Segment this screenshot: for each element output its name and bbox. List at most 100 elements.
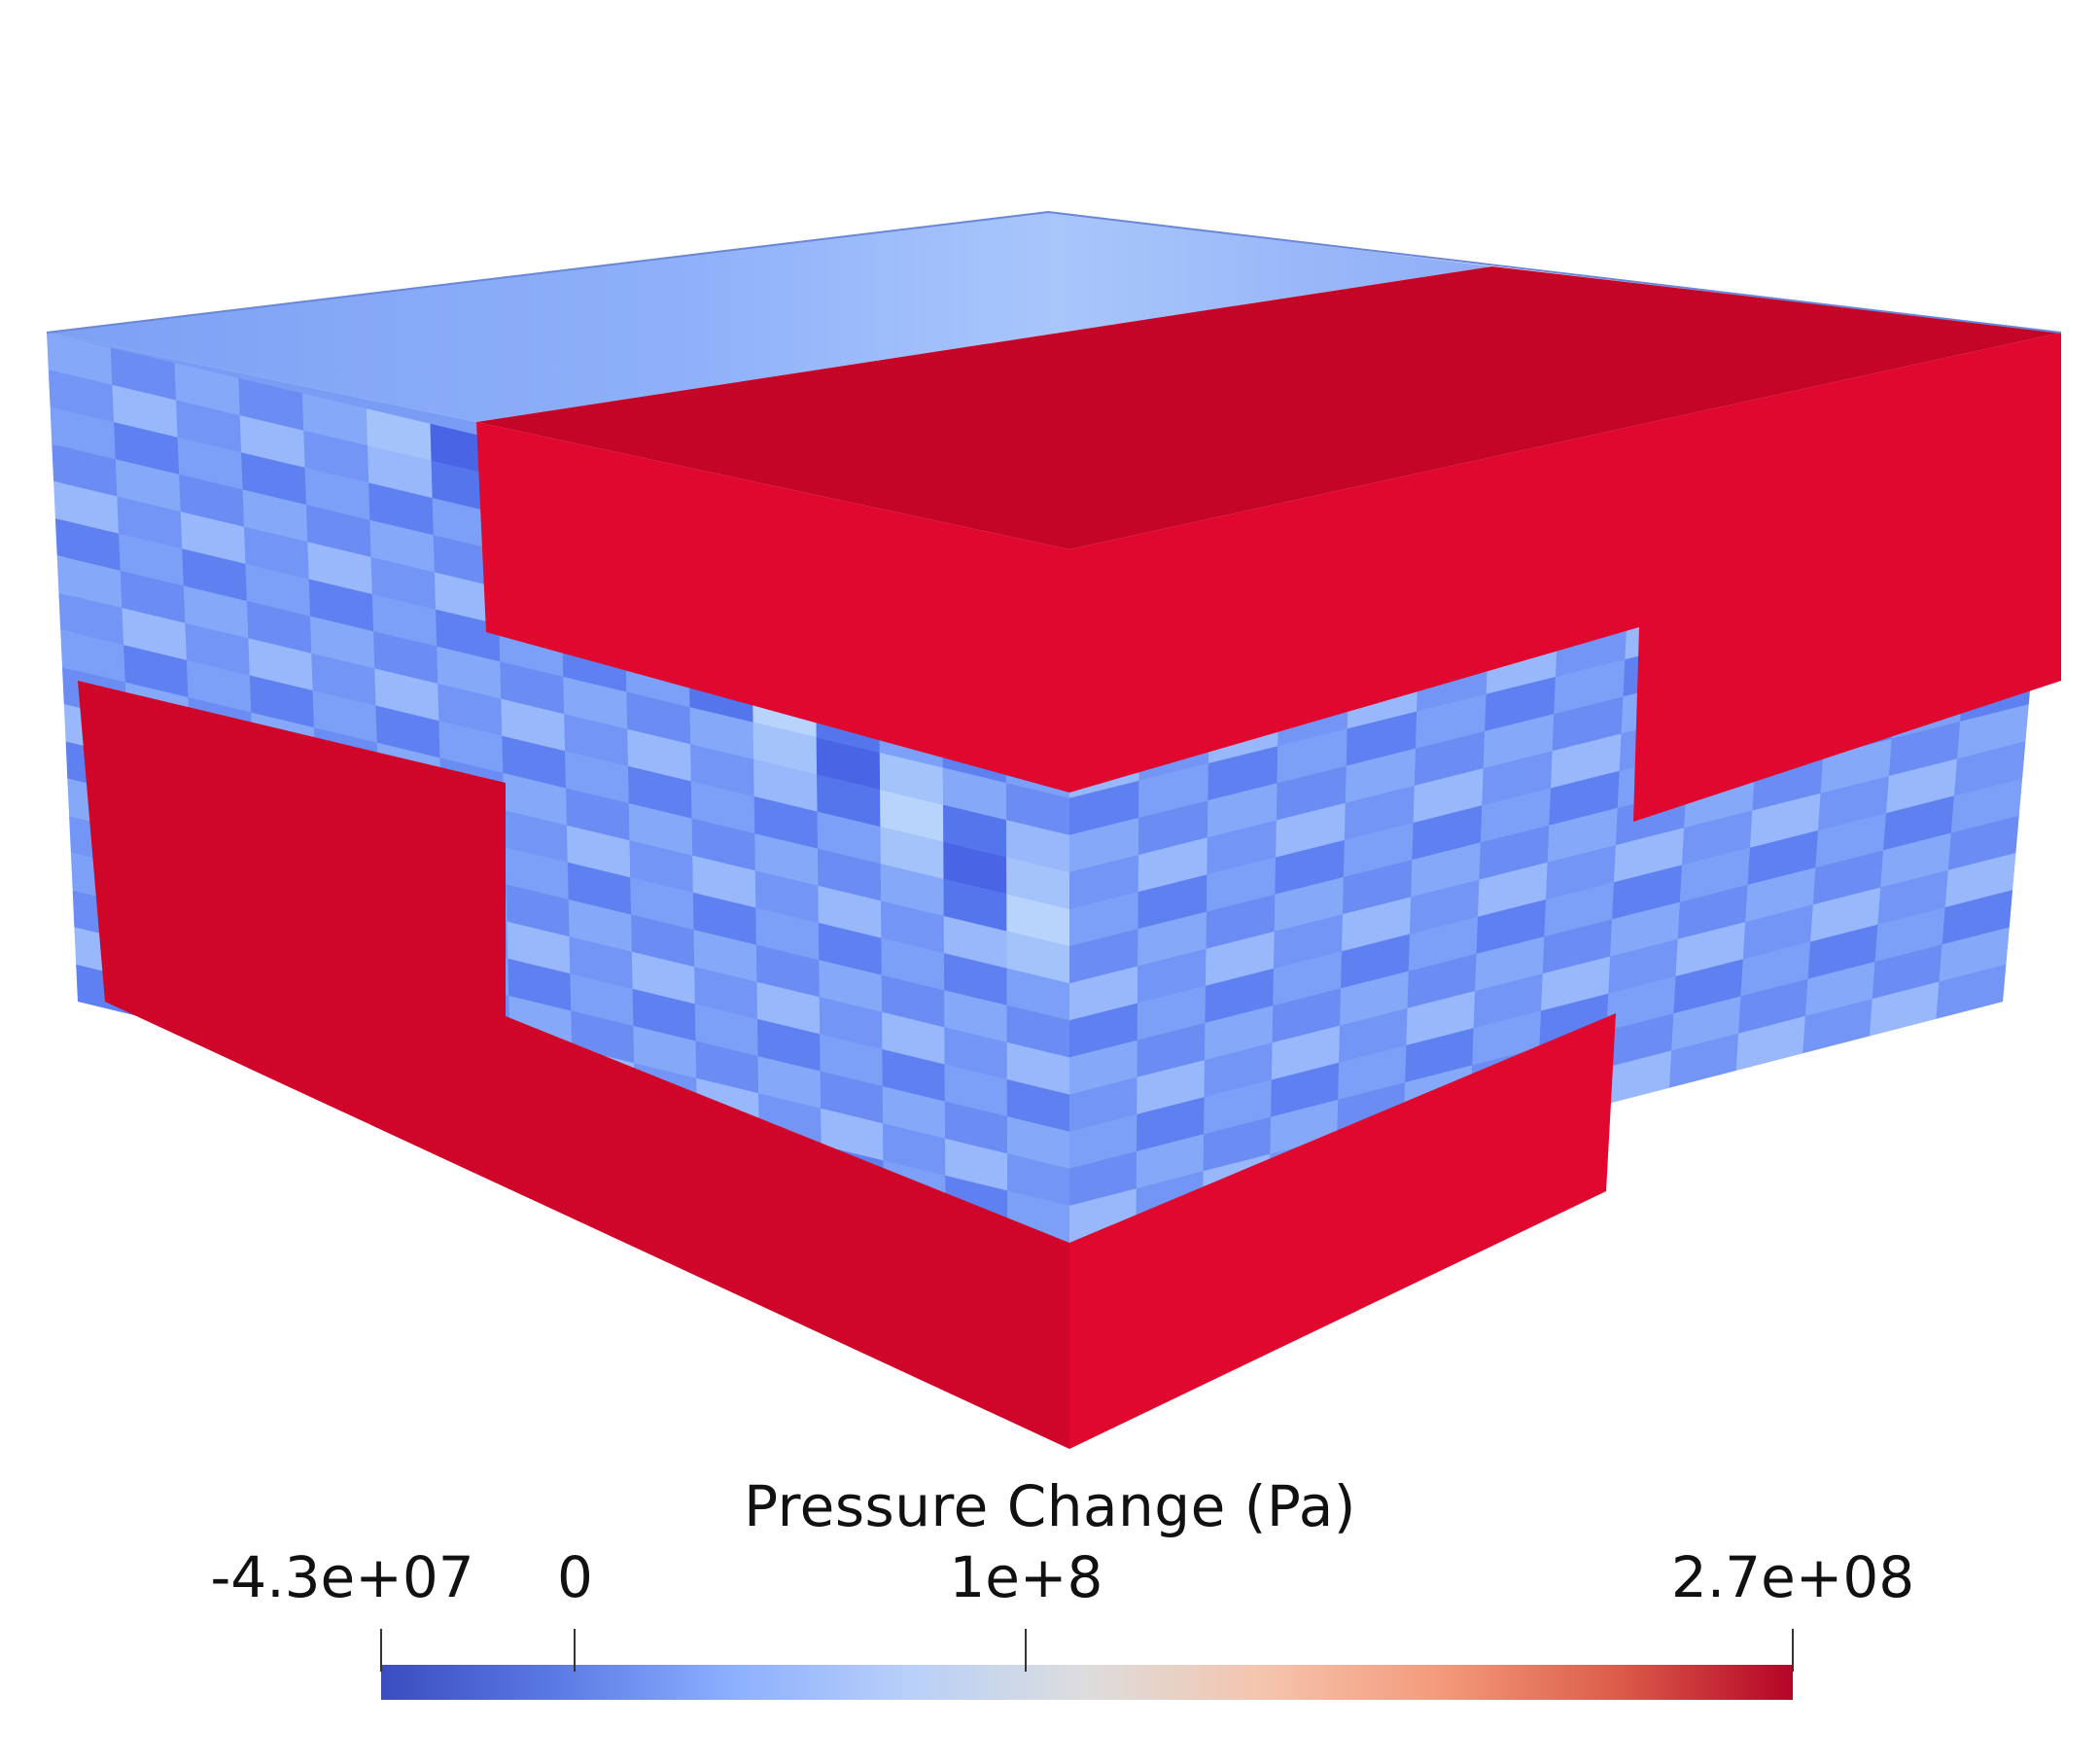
mesh-cell [630, 877, 694, 931]
mesh-cell [568, 900, 632, 952]
scalar-bar-tick [380, 1629, 382, 1672]
scalar-bar-tick-label: -4.3e+07 [210, 1544, 474, 1610]
mesh-cell [1549, 770, 1620, 826]
mesh-cell [1006, 968, 1069, 1021]
mesh-cell [1069, 1040, 1138, 1095]
mesh-cell [246, 601, 312, 653]
lower-red-left [78, 681, 1069, 1449]
mesh-cell [1411, 842, 1481, 898]
mesh-cell [1673, 959, 1743, 1014]
mesh-cell [1407, 953, 1477, 1008]
mesh-cell [115, 459, 181, 512]
mesh-cell [60, 629, 125, 683]
mesh-cell [112, 384, 178, 438]
mesh-cell [1274, 877, 1344, 932]
mesh-cell [1869, 981, 1940, 1037]
mesh-cell [1342, 897, 1412, 952]
mesh-cell [310, 616, 375, 669]
mesh-cell [505, 847, 569, 900]
mesh-cell [627, 728, 691, 782]
mesh-cell [818, 848, 882, 901]
mesh-cell [433, 535, 499, 588]
mesh-cell [179, 474, 244, 527]
mesh-cell [943, 878, 1007, 932]
mesh-cell [1604, 1013, 1674, 1069]
mesh-cell [54, 518, 121, 571]
mesh-cell [177, 437, 243, 490]
mesh-cell [374, 668, 439, 722]
upper-red-left [476, 422, 1069, 793]
mesh-cell [1416, 693, 1487, 749]
mesh-cell [1007, 1153, 1069, 1206]
mesh-cell [47, 333, 113, 385]
mesh-cell [942, 767, 1006, 821]
mesh-cell [1544, 882, 1614, 937]
mesh-cell [631, 951, 695, 1005]
mesh-cell [1408, 916, 1478, 971]
scalar-bar-title: Pressure Change (Pa) [744, 1473, 1356, 1539]
mesh-cell [1738, 978, 1808, 1034]
mesh-cell [1136, 1134, 1205, 1189]
mesh-cell [1338, 1045, 1407, 1100]
mesh-cell [694, 967, 757, 1019]
mesh-cell [1475, 936, 1545, 992]
mesh-cell [819, 997, 883, 1049]
mesh-cell [180, 512, 246, 564]
mesh-cell [1005, 783, 1069, 835]
mesh-cell [1006, 1079, 1069, 1132]
mesh-cell [1610, 901, 1680, 957]
mesh-cell [879, 752, 944, 805]
mesh-cell [820, 1034, 883, 1087]
mesh-cell [694, 1004, 758, 1057]
mesh-cell [821, 1108, 884, 1161]
mesh-cell [500, 661, 565, 715]
top-face-blue [47, 212, 1492, 422]
mesh-cell [753, 759, 818, 812]
mesh-cell [1345, 748, 1416, 803]
mesh-cell [944, 1064, 1007, 1117]
mesh-cell [122, 608, 187, 660]
mesh-cell [1138, 874, 1208, 930]
mesh-cell [563, 677, 628, 729]
mesh-cell [1675, 922, 1746, 976]
mesh-cell [248, 638, 313, 691]
mesh-cell [883, 1123, 946, 1176]
mesh-cell [1276, 765, 1347, 821]
mesh-cell [1069, 780, 1139, 835]
mesh-cell [503, 772, 567, 826]
mesh-cell [755, 944, 820, 998]
mesh-cell [693, 930, 757, 982]
mesh-cell [818, 923, 882, 975]
mesh-cell [501, 698, 566, 752]
mesh-cell [945, 1138, 1008, 1191]
mesh-cell [629, 840, 693, 893]
mesh-cell [1747, 830, 1818, 885]
mesh-cell [566, 788, 630, 841]
upper-red-right [1069, 333, 2061, 822]
mesh-cell [1472, 1010, 1541, 1066]
mesh-cell [242, 489, 308, 543]
mesh-cell [1478, 862, 1548, 917]
mesh-cell [1810, 887, 1881, 942]
mesh-cell [110, 347, 177, 401]
mesh-cell [1006, 931, 1069, 984]
mesh-cell [817, 811, 881, 864]
mesh-cell [48, 370, 115, 423]
mesh-cell [690, 781, 755, 834]
mesh-cell [183, 585, 249, 639]
mesh-cell [1671, 996, 1741, 1051]
mesh-cell [1006, 1041, 1069, 1095]
mesh-cell [1410, 879, 1480, 935]
mesh-cell [1483, 714, 1555, 769]
mesh-cell [1608, 938, 1678, 994]
mesh-cell [1006, 857, 1069, 909]
mesh-cell [120, 570, 186, 623]
mesh-cell [1485, 677, 1556, 731]
mesh-cell [1886, 759, 1958, 814]
mesh-cell [434, 572, 500, 625]
mesh-cell [756, 981, 821, 1035]
mesh-cell [569, 936, 633, 989]
mesh-cell [1602, 1050, 1672, 1106]
